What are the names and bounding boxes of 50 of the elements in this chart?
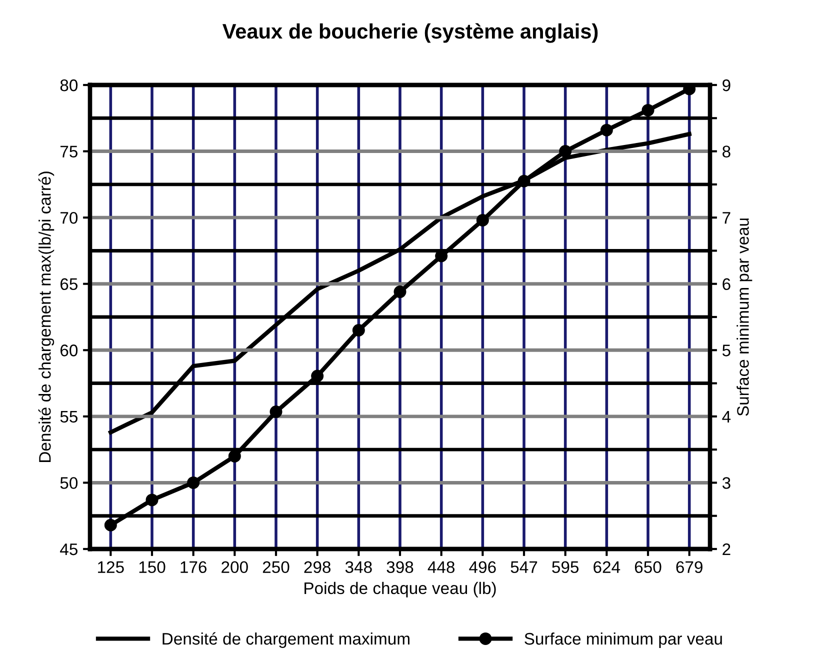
point xyxy=(228,450,241,462)
y-tick-label: 55 xyxy=(60,411,78,423)
legend-label: Densité de chargement maximum xyxy=(162,632,410,648)
x-tick-label: 448 xyxy=(428,561,455,574)
x-tick-label: 679 xyxy=(676,561,702,574)
x-tick-label: 200 xyxy=(222,561,248,574)
point xyxy=(642,104,654,116)
legend-label: Surface minimum par veau xyxy=(524,632,722,648)
y-tick-label: 65 xyxy=(60,278,78,290)
point xyxy=(476,214,489,226)
point xyxy=(559,145,572,158)
y-tick-label: 45 xyxy=(60,544,78,556)
point xyxy=(270,406,282,418)
x-tick-label: 624 xyxy=(594,561,620,574)
x-tick-label: 150 xyxy=(139,561,166,574)
y-tick-label: 75 xyxy=(60,146,78,158)
y2-tick-label: 8 xyxy=(722,146,730,158)
y-tick-label: 70 xyxy=(60,212,78,224)
y-tick-label: 50 xyxy=(60,477,78,489)
x-tick-label: 348 xyxy=(345,561,372,574)
y2-tick-label: 7 xyxy=(722,212,730,224)
point xyxy=(146,494,158,506)
y2-tick-label: 3 xyxy=(722,477,730,489)
y2-tick-label: 6 xyxy=(722,278,730,290)
x-tick-label: 650 xyxy=(634,561,662,574)
point xyxy=(600,124,613,136)
x-axis-title: Poids de chaque veau (lb) xyxy=(304,582,496,598)
point xyxy=(311,370,324,382)
x-tick-label: 496 xyxy=(469,561,496,574)
y2-tick-label: 2 xyxy=(722,543,730,556)
x-tick-label: 298 xyxy=(304,561,331,574)
x-tick-label: 125 xyxy=(98,561,124,574)
y-axis-title: Densité de chargement max(lb/pi carré) xyxy=(38,172,54,462)
point xyxy=(104,518,117,532)
x-tick-label: 547 xyxy=(510,561,538,574)
chart-title: Veaux de boucherie (système anglais) xyxy=(222,23,598,43)
y2-tick-label: 9 xyxy=(722,79,730,92)
x-tick-label: 398 xyxy=(386,561,414,574)
y2-tick-label: 4 xyxy=(722,411,731,422)
y2-tick-label: 5 xyxy=(722,344,730,356)
x-tick-label: 595 xyxy=(552,561,579,574)
point xyxy=(187,476,200,489)
x-tick-label: 250 xyxy=(262,561,290,574)
point xyxy=(352,324,365,337)
y-tick-label: 80 xyxy=(60,79,78,92)
point xyxy=(394,286,406,298)
point xyxy=(518,174,530,188)
y-tick-label: 60 xyxy=(60,344,78,356)
y2-axis-title: Surface minimum par veau xyxy=(736,218,752,416)
x-tick-label: 176 xyxy=(180,561,207,574)
